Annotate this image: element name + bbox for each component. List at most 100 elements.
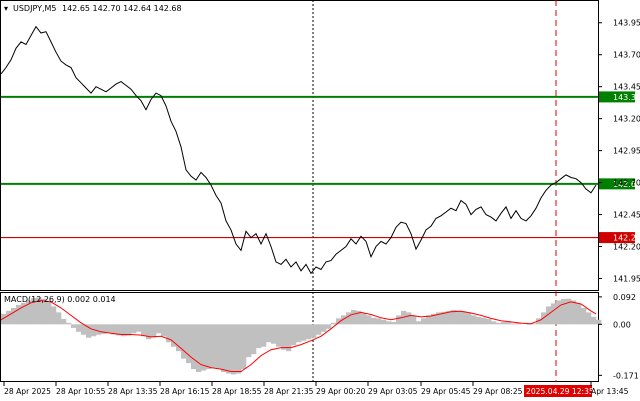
macd-bar [51,306,57,325]
macd-bar [56,312,62,325]
level-price-tag [599,178,635,190]
macd-bar [206,324,212,370]
macd-bar [151,324,157,338]
macd-bar [171,324,177,347]
macd-bar [351,310,357,325]
ohlc-values: 142.65 142.70 142.64 142.68 [62,4,182,13]
level-price-tag [599,232,635,244]
macd-bar [346,312,352,325]
macd-bar [566,298,572,325]
macd-bar [526,324,532,325]
macd-tick-label: 0.092 [613,293,636,302]
macd-bar [31,298,37,325]
price-tick-label: 142.45 [613,211,640,220]
macd-bar [596,319,602,325]
macd-bar [181,324,187,359]
macd-bar [546,306,552,325]
macd-bar [456,310,462,325]
level-price-label: 142.27 [613,234,640,243]
macd-axis[interactable]: 0.092 0.00 -0.171 [598,293,639,380]
price-tick-label: 142.70 [613,179,640,188]
macd-bar [506,321,512,325]
macd-bar [591,316,597,325]
macd-bar [216,324,222,370]
macd-bar [471,315,477,325]
macd-bar [66,322,72,325]
macd-bar [421,318,427,325]
price-line [0,25,597,275]
macd-bar [101,324,107,334]
main-pane-frame [0,0,599,291]
macd-bar [271,324,277,344]
macd-bar [186,324,192,364]
macd-bar [491,321,497,325]
macd-bar [446,310,452,325]
macd-bar [481,317,487,325]
macd-bar [366,315,372,325]
macd-histogram [1,297,602,375]
macd-bar [61,318,67,325]
time-axis[interactable]: 28 Apr 2025 28 Apr 10:55 28 Apr 13:35 28 Ap… [3,382,629,397]
macd-bar [161,324,167,337]
macd-bar [106,324,112,334]
macd-bar [436,312,442,325]
macd-bar [476,316,482,325]
macd-bar [116,324,122,336]
macd-bar [136,324,142,332]
time-tick-label: 28 Apr 10:55 [56,387,106,396]
macd-bar [76,324,82,332]
macd-bar [376,318,382,325]
level-price-tag [599,91,635,103]
macd-bar [231,324,237,375]
macd-bar [176,324,182,352]
macd-bar [516,322,522,325]
time-tick-label: 28 Apr 18:55 [212,387,262,396]
price-tick-label: 143.45 [613,83,640,92]
macd-bar [381,319,387,325]
macd-bar [191,324,197,370]
macd-bar [96,324,102,335]
macd-bar [126,324,132,336]
macd-bar [26,300,32,325]
macd-bar [326,324,332,329]
macd-bar [41,298,47,325]
macd-bar [226,324,232,374]
macd-bar [81,324,87,335]
macd-bar [411,315,417,325]
macd-bar [291,324,297,346]
macd-bar [286,324,292,352]
time-tick-label: 28 Apr 2025 [4,387,51,396]
macd-bar [281,324,287,350]
macd-bar [551,303,557,325]
macd-bar [266,324,272,343]
macd-bar [331,322,337,325]
macd-bar [211,324,217,368]
macd-bar [46,301,52,325]
price-axis[interactable]: 143.95143.70143.45143.20142.95142.70142.… [598,19,640,284]
macd-bar [121,324,127,337]
macd-bar [466,312,472,325]
macd-bar [361,312,367,325]
macd-bar [261,324,267,347]
macd-bar [86,324,92,338]
macd-bar [336,318,342,325]
macd-bar [111,324,117,335]
macd-bar [6,310,12,325]
macd-bar [501,321,507,325]
macd-bar [561,298,567,325]
macd-tick-label: 0.00 [613,320,631,329]
macd-bar [141,324,147,337]
price-tick-label: 142.20 [613,243,640,252]
macd-header: MACD(12,26,9) 0.002 0.014 [4,295,116,304]
time-tick-label: 29 Apr 03:05 [368,387,418,396]
macd-bar [246,324,252,358]
macd-bar [256,324,262,349]
symbol-dropdown-icon[interactable]: ▾ [4,4,8,13]
macd-bar [71,324,77,328]
time-tick-label: Apr 13:45 [591,387,629,396]
macd-bar [576,303,582,325]
time-tick-label: 29 Apr 08:25 [473,387,523,396]
price-tick-label: 143.20 [613,115,640,124]
macd-bar [21,302,27,325]
